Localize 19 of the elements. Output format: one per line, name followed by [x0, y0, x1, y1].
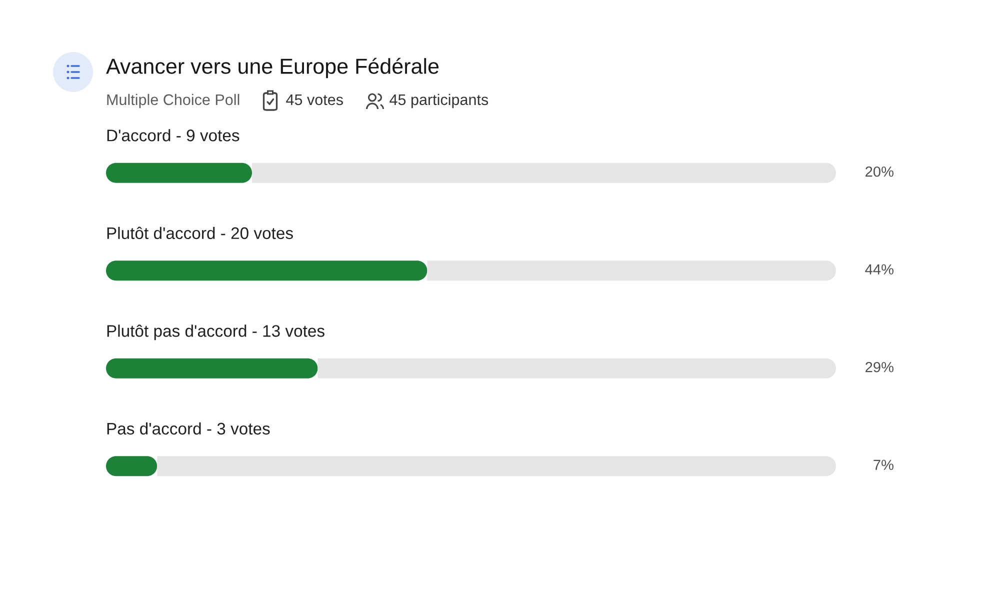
data-label: 7% — [874, 460, 894, 470]
bar — [157, 456, 836, 476]
chart-title: Avancer vers une Europe Fédérale — [106, 58, 439, 78]
chart-subtitle: Multiple Choice Poll — [107, 94, 240, 108]
y-tick-label: Pas d'accord - 3 votes — [107, 422, 270, 435]
data-label: 44% — [865, 264, 894, 274]
bar — [106, 260, 428, 281]
y-tick-label: D'accord - 9 votes — [107, 129, 240, 142]
bar — [427, 260, 836, 281]
y-tick-label: Plutôt pas d'accord - 13 votes — [107, 324, 324, 340]
bar — [318, 358, 836, 378]
bar — [106, 162, 252, 183]
data-label: 29% — [866, 362, 894, 372]
annotation: 45 participants — [390, 94, 488, 108]
bar — [106, 358, 318, 378]
annotation: 45 votes — [286, 94, 343, 106]
y-tick-label: Plutôt d'accord - 20 votes — [107, 226, 293, 240]
data-label: 20% — [866, 166, 894, 177]
bar — [252, 162, 836, 183]
